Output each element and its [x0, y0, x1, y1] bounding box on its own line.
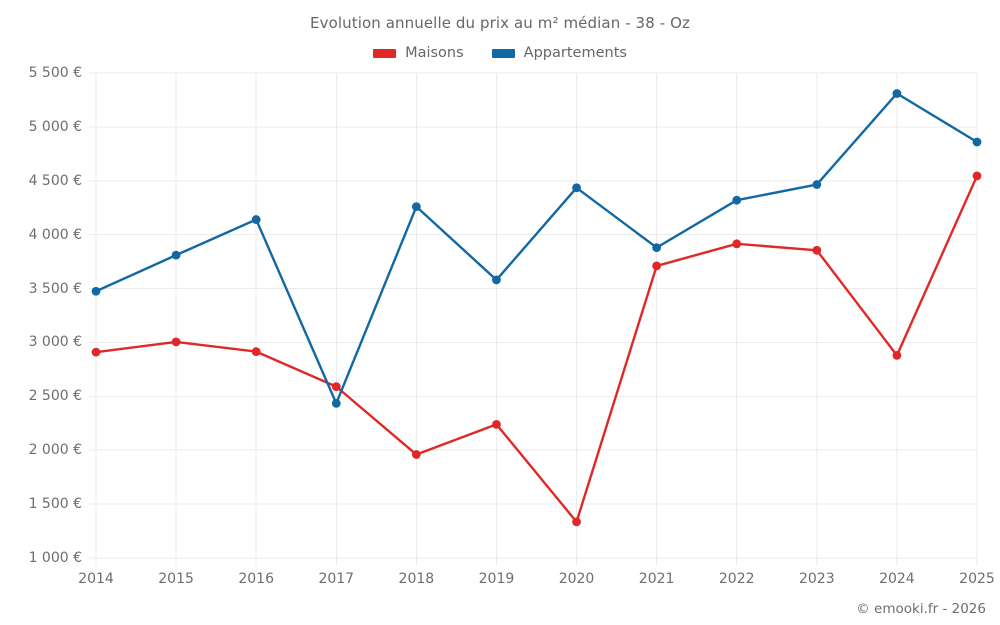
data-point-appartements-2024[interactable]	[892, 89, 902, 98]
data-point-maisons-2025[interactable]	[972, 171, 982, 181]
x-tick-label: 2018	[398, 571, 435, 587]
data-point-maisons-2020[interactable]	[572, 517, 581, 527]
data-point-maisons-2016[interactable]	[251, 347, 261, 357]
x-tick-label: 2024	[879, 571, 915, 587]
x-tick-label: 2022	[718, 571, 755, 587]
chart-legend: Maisons Appartements	[0, 45, 1000, 61]
data-point-appartements-2018[interactable]	[411, 202, 421, 212]
data-point-appartements-2025[interactable]	[972, 137, 982, 147]
data-point-maisons-2015[interactable]	[171, 337, 181, 347]
credit-text: © emooki.fr - 2026	[856, 601, 986, 617]
data-point-appartements-2016[interactable]	[251, 215, 261, 224]
data-point-appartements-2015[interactable]	[171, 250, 181, 260]
data-point-maisons-2018[interactable]	[411, 450, 421, 459]
y-tick-label: 5 500 €	[28, 65, 82, 81]
x-tick-label: 2020	[558, 571, 595, 587]
y-tick-label: 5 000 €	[28, 118, 82, 135]
x-tick-label: 2017	[318, 571, 355, 587]
x-tick-label: 2021	[638, 571, 675, 587]
y-tick-label: 1 000 €	[28, 550, 82, 566]
y-tick-label: 4 500 €	[28, 172, 82, 189]
legend-swatch-appartements	[491, 48, 515, 58]
legend-label-appartements: Appartements	[523, 45, 627, 61]
data-point-appartements-2019[interactable]	[492, 275, 501, 285]
data-point-appartements-2022[interactable]	[732, 195, 742, 205]
data-point-appartements-2021[interactable]	[652, 243, 662, 253]
data-point-maisons-2023[interactable]	[812, 245, 822, 255]
legend-label-maisons: Maisons	[405, 45, 464, 61]
x-tick-label: 2023	[798, 571, 835, 587]
data-point-maisons-2021[interactable]	[652, 261, 662, 271]
y-tick-label: 2 000 €	[28, 442, 82, 459]
data-point-appartements-2017[interactable]	[331, 398, 341, 408]
chart-title: Evolution annuelle du prix au m² médian …	[310, 14, 690, 32]
y-tick-label: 3 500 €	[28, 280, 82, 297]
y-tick-label: 1 500 €	[28, 496, 82, 513]
x-tick-label: 2014	[78, 571, 114, 587]
data-point-maisons-2022[interactable]	[732, 239, 742, 249]
data-point-appartements-2020[interactable]	[572, 183, 581, 193]
x-tick-label: 2015	[158, 571, 194, 587]
data-point-appartements-2014[interactable]	[91, 286, 101, 296]
legend-swatch-maisons	[373, 48, 397, 58]
data-point-maisons-2014[interactable]	[91, 347, 101, 357]
series-line-maisons	[94, 174, 979, 524]
x-tick-label: 2025	[959, 571, 995, 587]
y-tick-label: 3 000 €	[28, 334, 82, 351]
legend-item-maisons[interactable]: Maisons	[373, 45, 464, 61]
data-point-appartements-2023[interactable]	[812, 180, 822, 189]
y-tick-label: 2 500 €	[28, 388, 82, 405]
y-tick-label: 4 000 €	[28, 226, 82, 243]
x-tick-label: 2019	[478, 571, 515, 587]
x-tick-label: 2016	[238, 571, 274, 587]
legend-item-appartements[interactable]: Appartements	[491, 45, 627, 61]
series-line-appartements	[94, 92, 979, 405]
data-point-maisons-2024[interactable]	[892, 350, 902, 360]
data-point-maisons-2017[interactable]	[331, 382, 341, 392]
data-point-maisons-2019[interactable]	[492, 419, 501, 429]
